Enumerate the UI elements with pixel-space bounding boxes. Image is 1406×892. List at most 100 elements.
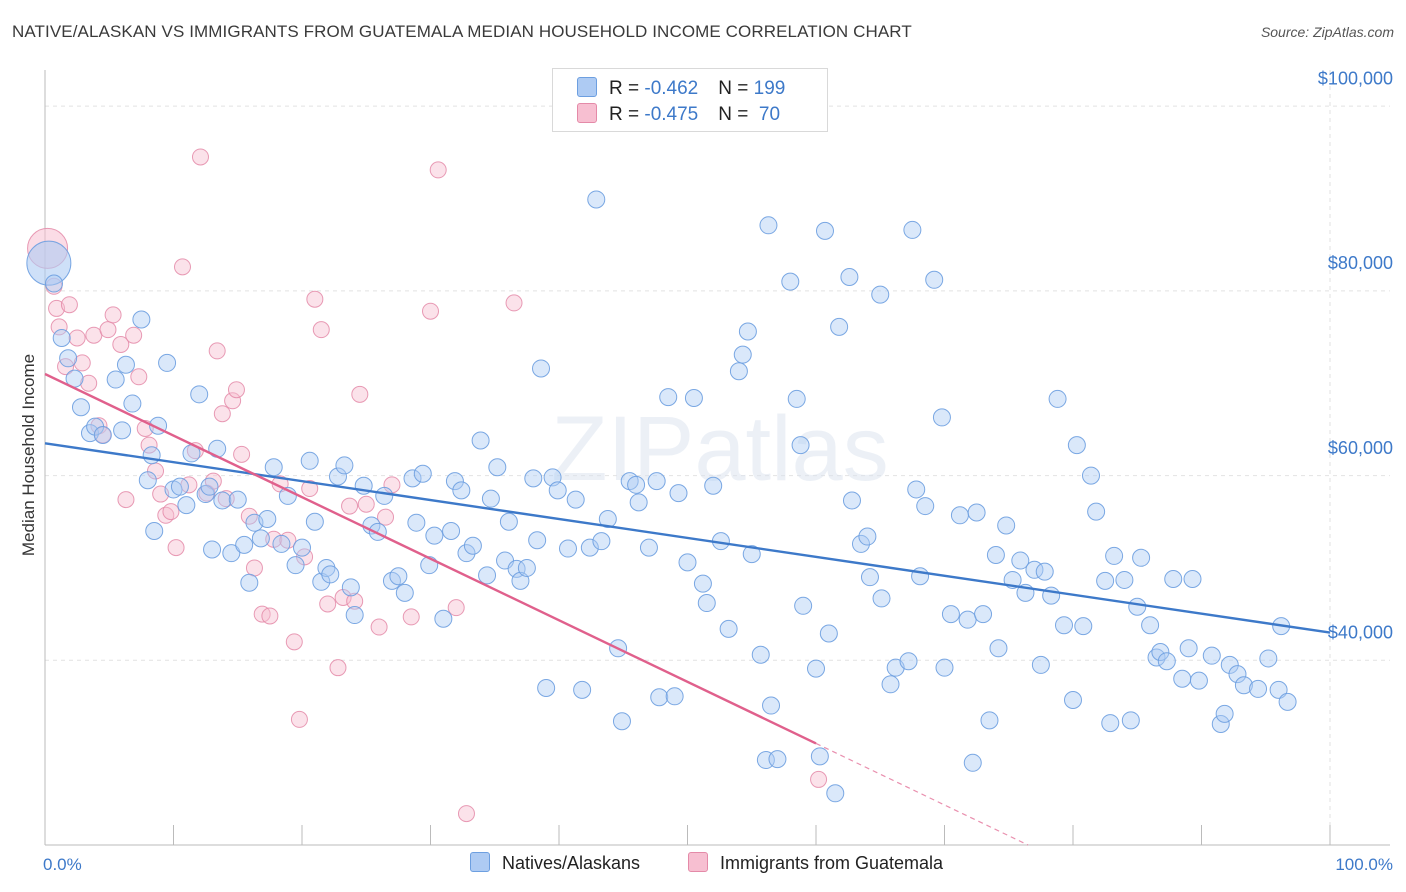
point-natives <box>759 216 778 235</box>
point-guatemala <box>191 148 209 166</box>
r-label: R = <box>609 104 645 125</box>
point-natives <box>1179 639 1198 658</box>
point-natives <box>335 456 354 475</box>
point-natives <box>222 544 241 563</box>
point-natives <box>1164 570 1183 589</box>
point-natives <box>733 345 752 364</box>
point-natives <box>300 451 319 470</box>
x-tick-label: 0.0% <box>43 855 82 874</box>
point-natives <box>142 446 161 465</box>
point-natives <box>768 750 787 769</box>
legend-row-guatemala: R = -0.475 N = 70 <box>577 103 780 127</box>
point-natives <box>389 567 408 586</box>
point-natives <box>647 472 666 491</box>
point-natives <box>598 509 617 528</box>
point-guatemala <box>357 495 375 513</box>
point-natives <box>52 328 71 347</box>
point-natives <box>190 385 209 404</box>
point-natives <box>974 605 993 624</box>
point-natives <box>851 534 870 553</box>
r-value-guatemala: -0.475 <box>644 104 699 125</box>
point-natives <box>532 359 551 378</box>
point-natives <box>93 425 112 444</box>
point-natives <box>1215 704 1234 723</box>
point-natives <box>693 574 712 593</box>
axis-labels: $40,000 $60,000 $80,000 $100,000 0.0% 100.0% M… <box>19 68 1393 874</box>
point-natives <box>1048 389 1067 408</box>
point-natives <box>719 619 738 638</box>
point-natives <box>612 712 631 731</box>
point-natives <box>1151 642 1170 661</box>
series-guatemala <box>27 148 828 823</box>
series-natives <box>26 190 1297 803</box>
point-natives <box>328 467 347 486</box>
point-natives <box>264 458 283 477</box>
point-natives <box>871 285 890 304</box>
point-natives <box>558 539 577 558</box>
point-guatemala <box>429 161 447 179</box>
point-natives <box>251 529 270 548</box>
point-natives <box>305 512 324 531</box>
point-natives <box>425 526 444 545</box>
point-natives <box>407 513 426 532</box>
point-guatemala <box>377 508 395 526</box>
point-natives <box>499 512 518 531</box>
legend-swatch-guatemala <box>688 852 708 872</box>
point-natives <box>858 527 877 546</box>
point-natives <box>669 484 688 503</box>
point-natives <box>791 436 810 455</box>
point-guatemala <box>245 559 263 577</box>
n-label: N = <box>718 78 754 99</box>
point-guatemala <box>341 497 359 515</box>
point-natives <box>1031 655 1050 674</box>
point-natives <box>1115 570 1134 589</box>
point-natives <box>810 747 829 766</box>
point-natives <box>158 353 177 372</box>
point-natives <box>463 536 482 555</box>
point-natives <box>434 609 453 628</box>
point-natives <box>678 553 697 572</box>
point-natives <box>123 394 142 413</box>
point-natives <box>815 221 834 240</box>
point-natives <box>1259 649 1278 668</box>
point-natives <box>650 688 669 707</box>
point-guatemala <box>173 258 191 276</box>
point-natives <box>958 610 977 629</box>
point-natives <box>452 481 471 500</box>
point-natives <box>580 538 599 557</box>
point-natives <box>59 349 78 368</box>
point-natives <box>1173 669 1192 688</box>
point-natives <box>1278 692 1297 711</box>
axes <box>44 70 1390 846</box>
point-natives <box>517 558 536 577</box>
point-guatemala <box>167 539 185 557</box>
point-natives <box>1234 676 1253 695</box>
point-natives <box>26 240 72 286</box>
point-natives <box>286 556 305 575</box>
point-guatemala <box>130 368 148 386</box>
point-natives <box>1101 714 1120 733</box>
point-natives <box>627 475 646 494</box>
n-value-natives: 199 <box>753 78 786 99</box>
point-natives <box>781 272 800 291</box>
point-natives <box>240 573 259 592</box>
point-natives <box>881 675 900 694</box>
point-natives <box>1105 546 1124 565</box>
point-natives <box>478 566 497 585</box>
point-natives <box>145 522 164 540</box>
point-natives <box>293 538 311 557</box>
point-guatemala <box>213 405 231 423</box>
point-natives <box>395 583 414 602</box>
trend-line-guatemala <box>44 372 817 745</box>
point-natives <box>528 531 547 550</box>
point-natives <box>1211 715 1230 734</box>
point-natives <box>639 538 658 557</box>
point-guatemala <box>125 326 143 344</box>
point-guatemala <box>99 321 117 339</box>
point-natives <box>1096 571 1115 590</box>
point-guatemala <box>104 306 122 324</box>
point-natives <box>228 490 247 509</box>
point-natives <box>967 503 986 522</box>
point-natives <box>830 317 849 336</box>
point-natives <box>113 421 132 440</box>
